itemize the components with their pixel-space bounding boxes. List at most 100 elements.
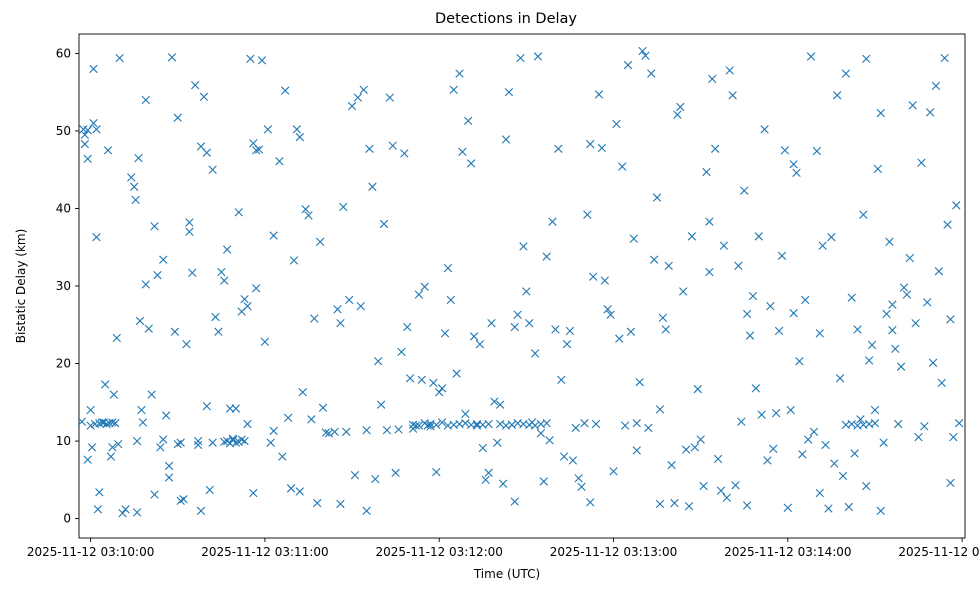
data-point — [626, 327, 636, 336]
data-point — [652, 193, 662, 202]
data-point — [821, 440, 830, 450]
data-point — [275, 156, 284, 166]
data-point — [748, 291, 758, 301]
data-point — [443, 263, 453, 273]
axes-frame — [78, 33, 966, 539]
data-point — [466, 159, 476, 168]
data-point — [411, 421, 421, 430]
data-point — [108, 418, 117, 427]
data-point — [414, 421, 424, 430]
data-point — [464, 116, 473, 126]
data-point — [266, 438, 275, 447]
data-point — [934, 267, 944, 276]
data-point — [667, 460, 676, 470]
x-tick-label: 2025-11-12 03:13:00 — [550, 545, 677, 559]
data-point — [850, 449, 859, 458]
data-point — [925, 108, 935, 117]
data-point — [313, 498, 322, 508]
data-point — [252, 284, 261, 293]
data-point — [687, 232, 697, 241]
data-point — [318, 403, 328, 412]
data-point — [498, 479, 508, 488]
data-point — [83, 455, 92, 464]
data-point — [417, 375, 426, 385]
data-point — [519, 242, 528, 251]
data-point — [841, 69, 851, 78]
data-point — [93, 505, 103, 514]
y-tick-label: 50 — [56, 124, 71, 138]
data-point — [661, 325, 670, 334]
data-point — [536, 429, 546, 438]
data-point — [432, 420, 441, 429]
data-point — [182, 339, 191, 349]
data-point — [336, 319, 345, 328]
data-point — [501, 135, 511, 144]
data-point — [856, 415, 865, 424]
data-point — [928, 358, 938, 367]
data-point — [469, 332, 479, 341]
data-point — [159, 435, 168, 444]
data-point — [429, 378, 438, 388]
data-point — [185, 218, 194, 227]
data-point — [763, 456, 772, 465]
data-point — [754, 232, 763, 241]
data-point — [882, 309, 891, 319]
data-point — [603, 305, 612, 314]
data-point — [220, 276, 229, 285]
data-point — [742, 309, 752, 319]
data-point — [591, 419, 601, 429]
data-point — [891, 344, 900, 353]
data-point — [144, 324, 153, 333]
data-point — [420, 282, 429, 291]
data-point — [347, 101, 357, 111]
data-point — [586, 139, 595, 149]
data-point — [496, 400, 505, 409]
data-point — [774, 326, 784, 336]
data-point — [751, 384, 761, 393]
data-point — [705, 267, 714, 277]
data-point — [740, 186, 749, 195]
data-point — [862, 481, 871, 491]
data-point — [490, 397, 499, 406]
data-point — [132, 508, 142, 517]
data-point — [286, 484, 296, 493]
data-point — [191, 80, 200, 90]
data-point — [946, 315, 955, 324]
data-point — [403, 322, 412, 332]
data-point — [838, 471, 848, 481]
data-point — [150, 490, 159, 499]
data-point — [795, 357, 804, 366]
data-point — [461, 409, 470, 419]
data-point — [844, 502, 853, 512]
data-point — [801, 295, 810, 305]
data-point — [565, 326, 575, 336]
data-point — [647, 69, 656, 78]
x-tick-label: 2025-11-12 03:10:00 — [27, 545, 154, 559]
data-point — [684, 502, 694, 511]
y-tick-label: 10 — [56, 434, 71, 448]
data-point — [487, 319, 496, 328]
data-point — [170, 327, 180, 336]
data-point — [478, 420, 487, 429]
data-point — [336, 499, 345, 509]
data-point — [574, 474, 583, 483]
data-point — [269, 426, 278, 436]
data-point — [783, 503, 792, 512]
data-point — [594, 90, 604, 99]
data-point — [876, 108, 885, 118]
data-point — [696, 435, 705, 444]
data-point — [339, 202, 348, 212]
data-point — [923, 298, 932, 307]
data-point — [722, 493, 731, 502]
data-point — [214, 327, 223, 336]
data-point — [507, 420, 517, 429]
data-point — [731, 481, 740, 490]
data-point — [240, 436, 249, 446]
data-point — [620, 421, 630, 430]
data-point — [83, 154, 92, 164]
data-point — [867, 340, 877, 350]
data-point — [150, 222, 159, 231]
data-point — [432, 467, 441, 477]
data-point — [545, 436, 554, 445]
data-point — [870, 405, 880, 415]
